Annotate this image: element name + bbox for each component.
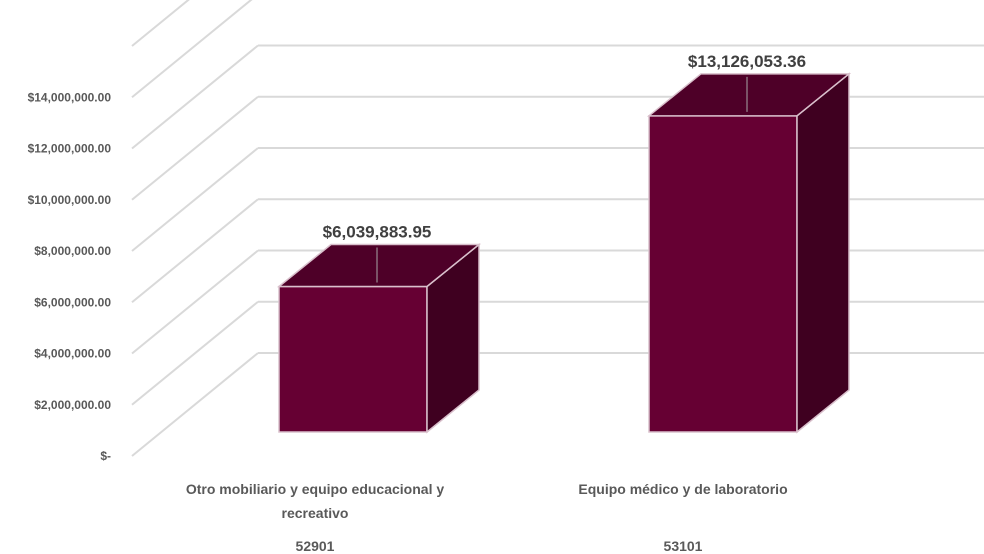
bar-top — [646, 73, 852, 117]
y-tick-label: $10,000,000.00 — [28, 193, 112, 207]
y-tick-label: $14,000,000.00 — [28, 90, 112, 104]
bars: $6,039,883.95 $13,126,053.36 — [276, 52, 852, 434]
gridline-diagonal — [131, 198, 259, 304]
category-code: 53101 — [664, 538, 703, 554]
y-tick-label: $6,000,000.00 — [34, 295, 111, 309]
gridline-diagonal — [131, 44, 259, 150]
data-label: $6,039,883.95 — [323, 223, 432, 242]
category-label: Otro mobiliario y equipo educacional y — [186, 481, 444, 497]
y-tick-label: $- — [100, 449, 111, 463]
gridlines — [131, 0, 984, 457]
y-tick-label: $4,000,000.00 — [34, 347, 111, 361]
gridline-diagonal — [131, 352, 259, 457]
y-tick-label: $2,000,000.00 — [34, 398, 111, 412]
category-code: 52901 — [296, 538, 335, 554]
y-tick-label: $8,000,000.00 — [34, 244, 111, 258]
gridline-diagonal — [131, 0, 190, 47]
y-axis-ticks: $- $2,000,000.00 $4,000,000.00 $6,000,000.0… — [28, 90, 112, 463]
gridline-diagonal — [131, 147, 259, 252]
bar-side — [796, 72, 850, 434]
category-label-line2: recreativo — [282, 505, 349, 521]
x-axis-labels: Otro mobiliario y equipo educacional y re… — [186, 481, 788, 554]
y-tick-label: $12,000,000.00 — [28, 142, 112, 156]
category-label: Equipo médico y de laboratorio — [578, 481, 787, 497]
bar: $13,126,053.36 — [646, 52, 852, 434]
bar: $6,039,883.95 — [276, 223, 482, 434]
bar-top — [276, 243, 482, 288]
gridline-diagonal — [131, 0, 253, 99]
bar-front — [648, 115, 798, 433]
gridline-diagonal — [131, 249, 259, 355]
bar-front — [278, 285, 428, 433]
data-label: $13,126,053.36 — [688, 52, 806, 71]
gridline-diagonal — [131, 95, 259, 201]
gridline-diagonal — [131, 300, 259, 406]
